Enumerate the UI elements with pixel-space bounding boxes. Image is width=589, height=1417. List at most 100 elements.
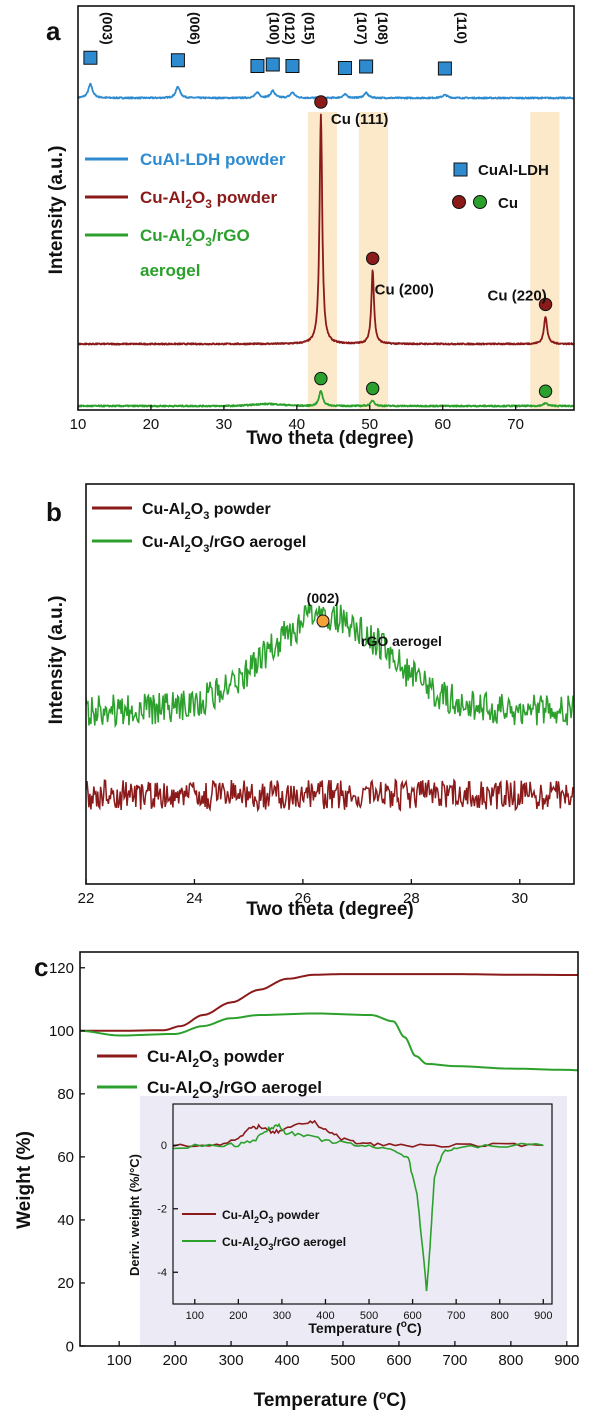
x-tick-label: 500 (330, 1352, 355, 1369)
inset-legend-label-powder: Cu-Al2O3 powder (222, 1208, 320, 1225)
inset-legend-label-aerogel: Cu-Al2O3/rGO aerogel (222, 1235, 346, 1252)
cu-peak-marker (314, 371, 328, 386)
legend-label-ldh: CuAl-LDH powder (140, 150, 286, 169)
ldh-peak-label: (006) (187, 12, 203, 45)
panel-letter-c: c (34, 952, 48, 982)
legend-label-cu-al2o3: Cu-Al2O3 powder (140, 188, 277, 211)
ldh-peak-marker (170, 53, 185, 68)
series-line (85, 778, 574, 813)
x-tick-label: 24 (186, 890, 203, 907)
x-tick-label: 400 (275, 1352, 300, 1369)
ldh-peak-marker (83, 50, 98, 65)
cu-peak-label: Cu (200) (375, 281, 434, 298)
x-tick-label: 22 (78, 890, 95, 907)
x-axis-title: Two theta (degree) (246, 899, 414, 920)
ldh-peak-marker (250, 59, 265, 73)
legend-label-aerogel: Cu-Al2O3/rGO aerogel (147, 1078, 322, 1101)
x-tick-label: 100 (107, 1352, 132, 1369)
panel-a: a Intensity (a.u.) Two theta (degree) Cu… (46, 5, 575, 449)
axes-inset: 100 200 300 400 500 600 700 800 900 -4 -2 0 (157, 1103, 553, 1322)
panel-c: c Weight (%) Temperature (oC) Cu-Al2O3 p… (14, 951, 579, 1411)
ldh-peak-label: (108) (375, 12, 391, 45)
series-line (80, 973, 578, 1032)
x-tick-label: 200 (163, 1352, 188, 1369)
ldh-peak-marker (337, 61, 352, 75)
y-tick-label: -2 (157, 1204, 167, 1216)
series-line (85, 602, 574, 729)
x-tick-label: 800 (491, 1310, 509, 1322)
y-tick-label: 20 (57, 1275, 74, 1292)
x-tick-label: 900 (554, 1352, 579, 1369)
ldh-peak-marker (359, 59, 374, 74)
ldh-peak-marker (285, 59, 300, 73)
cu-peak-marker (365, 251, 380, 266)
x-tick-label: 40 (288, 416, 305, 433)
plot-series-b (85, 602, 574, 813)
cu-peak-marker (538, 297, 553, 312)
plot-frame (85, 483, 575, 885)
ldh-peak-label: (003) (99, 12, 115, 45)
series-line (77, 82, 575, 100)
ldh-peak-label: (100) (266, 12, 282, 45)
x-tick-label: 300 (273, 1310, 291, 1322)
inset-series-line (172, 1122, 544, 1292)
highlight-bands (307, 112, 560, 410)
x-tick-label: 200 (229, 1310, 247, 1322)
x-axis-title: Two theta (degree) (246, 428, 414, 449)
rgo-aerogel-annotation: rGO aerogel (361, 633, 442, 649)
x-tick-label: 300 (219, 1352, 244, 1369)
x-tick-label: 30 (511, 890, 528, 907)
panel-b: b Intensity (a.u.) Two theta (degree) Cu… (46, 483, 575, 920)
y-axis-title: Intensity (a.u.) (46, 596, 67, 725)
x-tick-label: 28 (403, 890, 420, 907)
inset-series-line (172, 1119, 544, 1148)
plot-series-c (79, 973, 578, 1072)
y-tick-label: 0 (66, 1338, 74, 1355)
cu-peak-label: Cu (111) (331, 111, 389, 128)
inset-y-axis-title: Deriv. weight (%/°C) (127, 1154, 142, 1276)
y-tick-label: 80 (57, 1086, 74, 1103)
cu-peak-marker (538, 384, 553, 398)
x-tick-label: 20 (143, 416, 160, 433)
x-tick-label: 30 (216, 416, 233, 433)
y-tick-label: 60 (57, 1149, 74, 1166)
y-tick-label: 0 (161, 1140, 167, 1152)
cu-peak-label: Cu (220) (488, 287, 547, 304)
ldh-peak-marker (437, 61, 452, 76)
legend-label-rgo: Cu-Al2O3/rGO (140, 226, 250, 249)
peak-annotations-a: (003) (006) (100) (012) (015) (107) (108) (110)… (83, 12, 553, 398)
x-tick-label: 600 (386, 1352, 411, 1369)
series-line (79, 1012, 578, 1072)
ldh-peak-label: (107) (354, 12, 370, 45)
x-tick-label: 70 (507, 416, 524, 433)
plot-frame (172, 1103, 553, 1305)
highlight-band (530, 112, 560, 410)
legend-label-rgo-line2: aerogel (140, 261, 200, 280)
y-axis-title: Weight (%) (14, 1131, 35, 1229)
y-tick-label: 100 (49, 1023, 74, 1040)
plot-series-inset (172, 1119, 544, 1292)
cu-peak-marker (314, 95, 328, 109)
plot-frame (77, 5, 575, 411)
peak-label-002: (002) (307, 590, 340, 606)
ldh-peak-marker (265, 57, 280, 72)
y-tick-label: -4 (157, 1267, 167, 1279)
x-axis-title: Temperature (oC) (254, 1388, 407, 1411)
inset-background (140, 1096, 567, 1346)
x-tick-label: 400 (316, 1310, 334, 1322)
x-tick-label: 900 (534, 1310, 552, 1322)
x-tick-label: 600 (403, 1310, 421, 1322)
x-tick-label: 50 (361, 416, 378, 433)
panel-letter-a: a (46, 16, 61, 46)
ldh-peak-label: (110) (454, 12, 470, 44)
axes-c: 100 200 300 400 500 600 700 800 9000204060801001… (49, 951, 579, 1369)
cu-green-marker (473, 195, 487, 209)
x-tick-label: 700 (442, 1352, 467, 1369)
legend-label-aerogel: Cu-Al2O3/rGO aerogel (142, 534, 306, 555)
x-tick-label: 26 (295, 890, 312, 907)
x-tick-label: 60 (434, 416, 451, 433)
x-tick-label: 800 (498, 1352, 523, 1369)
legend-marker-cu: Cu (498, 195, 518, 212)
legend-marker-ldh: CuAl-LDH (478, 162, 549, 179)
